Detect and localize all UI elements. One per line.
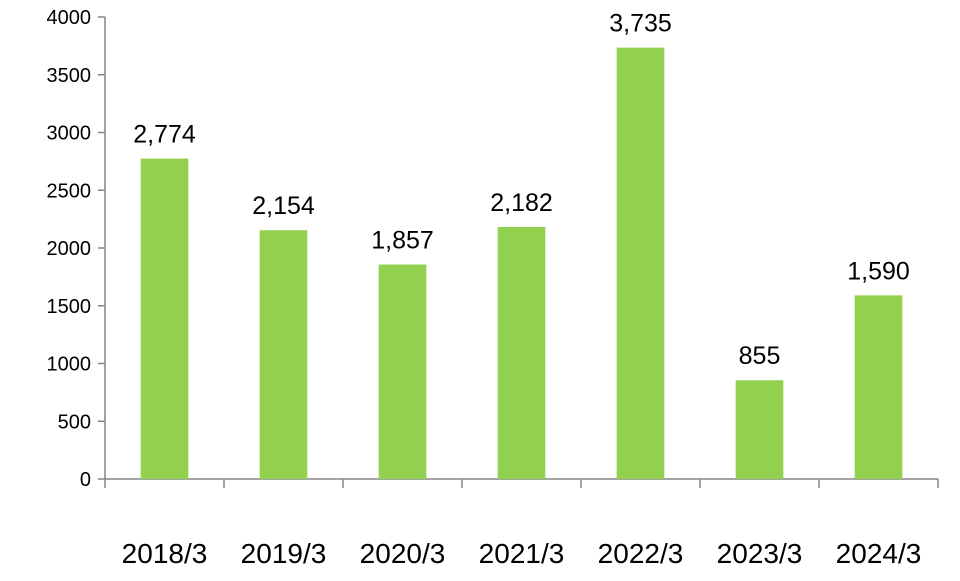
x-tick-label: 2019/3	[241, 538, 327, 569]
y-tick-label: 3000	[47, 123, 92, 145]
y-tick-label: 2500	[47, 180, 92, 202]
data-label: 3,735	[609, 10, 672, 38]
x-tick-label: 2023/3	[717, 538, 803, 569]
y-tick-label: 4000	[47, 7, 92, 29]
y-tick-label: 3500	[47, 65, 92, 87]
bar-2021-3	[497, 226, 546, 479]
x-axis: 2018/3 2019/3 2020/3 2021/3 2022/3 2023/3 2024…	[104, 478, 939, 569]
bars	[140, 47, 903, 480]
x-tick-label: 2020/3	[360, 538, 446, 569]
bar-2018-3	[140, 158, 189, 479]
data-label: 1,857	[371, 227, 434, 255]
x-tick-label: 2024/3	[836, 538, 922, 569]
y-tick-label: 2000	[47, 238, 92, 260]
y-tick-label: 500	[58, 411, 91, 433]
x-tick-label: 2018/3	[122, 538, 208, 569]
bar-2023-3	[735, 380, 784, 479]
data-labels: 2,774 2,154 1,857 2,182 3,735 855 1,590	[133, 10, 910, 371]
y-tick-label: 1500	[47, 296, 92, 318]
y-axis: 0 500 1000 1500 2000 2500 3000 3500 4000	[47, 7, 106, 491]
bar-2020-3	[378, 264, 427, 479]
data-label: 2,774	[133, 121, 196, 149]
x-tick-label: 2022/3	[598, 538, 684, 569]
data-label: 855	[739, 342, 781, 370]
y-tick-label: 1000	[47, 354, 92, 376]
data-label: 1,590	[847, 257, 910, 285]
x-tick-label: 2021/3	[479, 538, 565, 569]
bar-2019-3	[259, 230, 308, 479]
data-label: 2,182	[490, 189, 553, 217]
bar-2022-3	[616, 47, 665, 480]
y-tick-label: 0	[80, 469, 91, 491]
bar-2024-3	[854, 295, 903, 479]
data-label: 2,154	[252, 192, 315, 220]
